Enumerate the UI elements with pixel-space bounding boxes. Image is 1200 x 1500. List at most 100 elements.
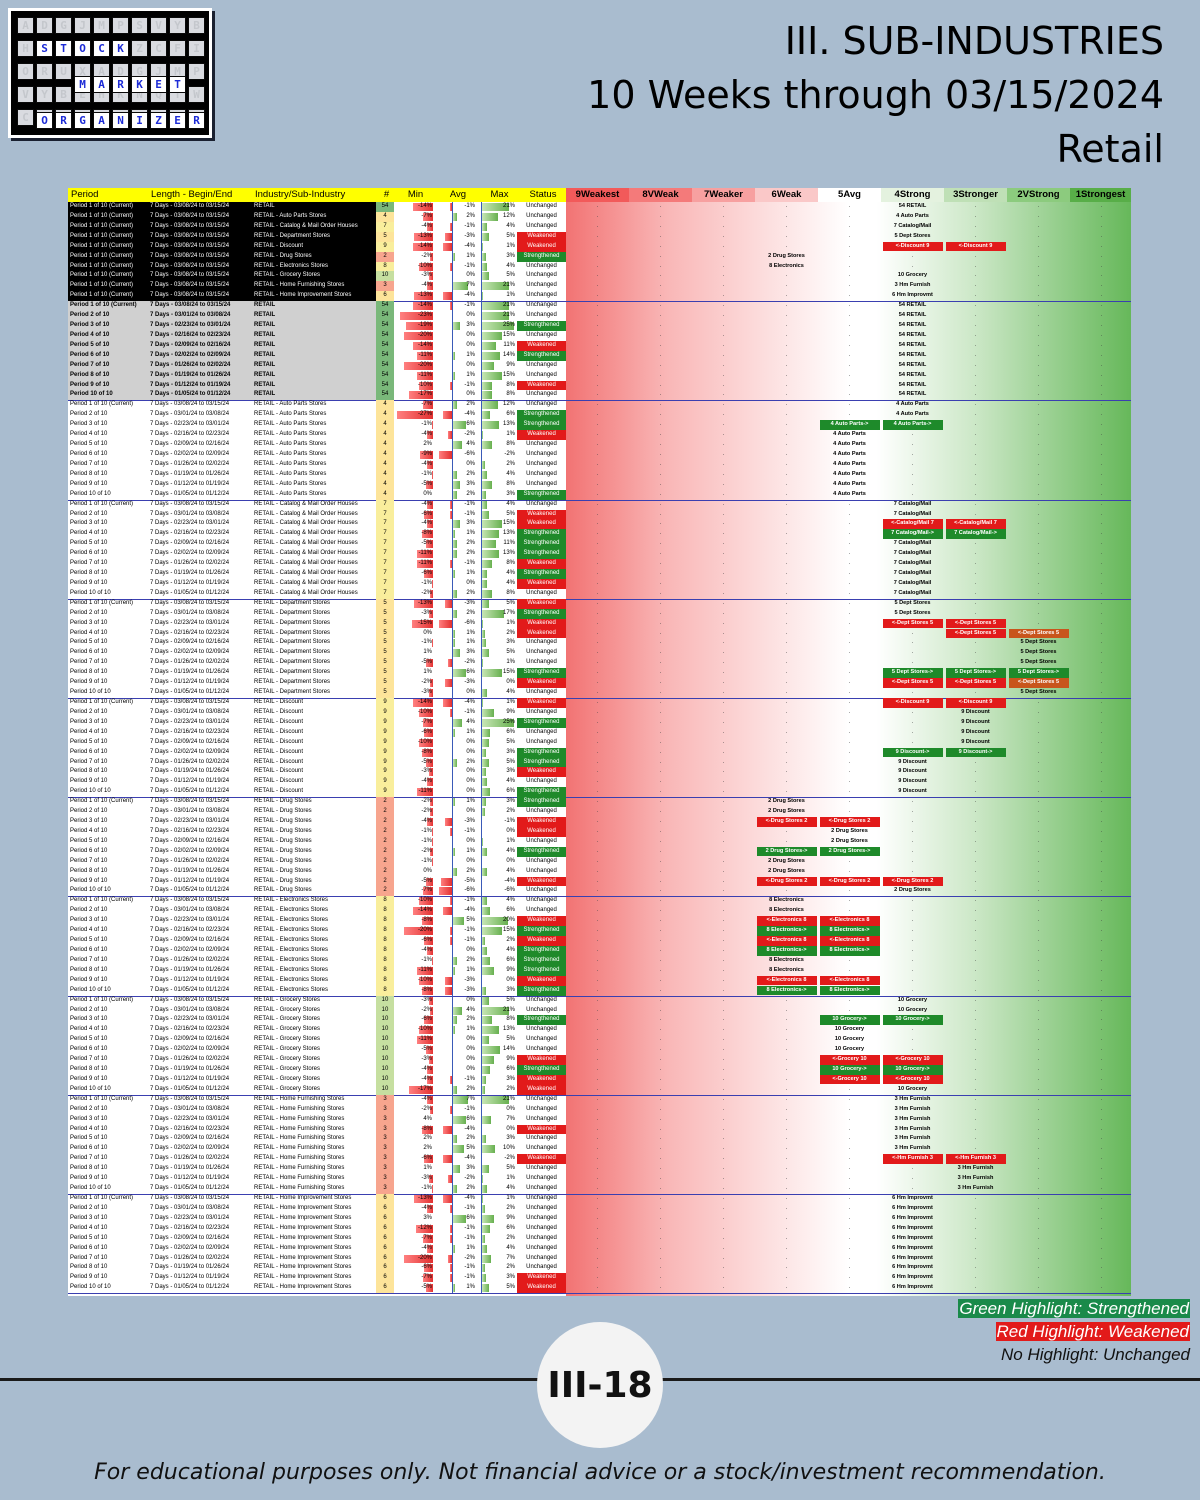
- max-cell: 25%: [479, 717, 517, 728]
- min-cell: -6%: [394, 1015, 434, 1025]
- max-bar: [482, 460, 485, 469]
- bucket-label: 3 Hm Furnish: [894, 1125, 931, 1132]
- bucket-label: 4 Auto Parts: [833, 470, 866, 477]
- table-row: Period 7 of 10 7 Days - 01/26/24 to 02/02…: [68, 459, 1131, 470]
- period-cell: Period 9 of 10: [70, 877, 108, 884]
- count-cell: 4: [376, 211, 394, 222]
- max-cell: 0%: [479, 1124, 517, 1135]
- avg-value: 0%: [466, 1046, 475, 1053]
- bucket-empty-dot: .: [848, 1155, 851, 1162]
- avg-axis: [452, 826, 453, 837]
- avg-cell: -2%: [434, 430, 479, 441]
- bucket-empty-dot: .: [785, 788, 788, 795]
- length-cell: 7 Days - 01/05/24 to 01/12/24: [150, 589, 230, 596]
- bucket-empty-dot: .: [911, 252, 914, 259]
- bucket-empty-dot: .: [596, 421, 599, 428]
- legend-unchanged: No Highlight: Unchanged: [1000, 1345, 1190, 1364]
- bucket-empty-dot: .: [848, 1284, 851, 1291]
- avg-bar: [449, 262, 452, 271]
- avg-value: -1%: [464, 1075, 475, 1082]
- avg-cell: -1%: [434, 1233, 479, 1244]
- length-cell: 7 Days - 03/01/24 to 03/08/24: [150, 907, 230, 914]
- max-cell: 4%: [479, 1243, 517, 1254]
- avg-cell: 6%: [434, 1213, 479, 1224]
- bucket-empty-dot: .: [1100, 619, 1103, 626]
- max-bar: [482, 302, 510, 311]
- avg-cell: 0%: [434, 390, 479, 401]
- bucket-label: 2 Drug Stores: [768, 867, 805, 874]
- length-cell: 7 Days - 02/02/24 to 02/09/24: [150, 1145, 230, 1152]
- max-axis: [481, 360, 482, 371]
- table-row: Period 5 of 10 7 Days - 02/09/24 to 02/16…: [68, 936, 1131, 946]
- max-axis: [481, 420, 482, 431]
- max-axis: [481, 737, 482, 748]
- avg-bar: [443, 411, 452, 420]
- bucket-empty-dot: .: [974, 490, 977, 497]
- avg-cell: -6%: [434, 618, 479, 629]
- status-cell: Unchanged: [526, 897, 557, 904]
- avg-value: 0%: [466, 312, 475, 319]
- bucket-empty-dot: .: [659, 1135, 662, 1142]
- count-cell: 8: [376, 926, 394, 937]
- avg-cell: 2%: [434, 211, 479, 222]
- bucket-empty-dot: .: [974, 937, 977, 944]
- bucket-empty-dot: .: [1037, 976, 1040, 983]
- status-cell: Unchanged: [526, 738, 557, 745]
- bucket-empty-dot: .: [596, 778, 599, 785]
- avg-axis: [452, 946, 453, 956]
- table-row: Period 4 of 10 7 Days - 02/16/24 to 02/23…: [68, 1223, 1131, 1234]
- length-cell: 7 Days - 03/01/24 to 03/08/24: [150, 808, 230, 815]
- avg-value: 2%: [466, 589, 475, 596]
- max-cell: 6%: [479, 787, 517, 798]
- max-value: 13%: [502, 421, 515, 428]
- max-axis: [481, 876, 482, 887]
- max-value: 0%: [506, 976, 515, 983]
- bucket-empty-dot: .: [1037, 619, 1040, 626]
- avg-bar: [449, 1234, 452, 1243]
- table-row: Period 1 of 10 (Current) 7 Days - 03/08/2…: [68, 896, 1131, 907]
- bucket-empty-dot: .: [1037, 808, 1040, 815]
- max-cell: 0%: [479, 826, 517, 837]
- bucket-empty-dot: .: [974, 262, 977, 269]
- bucket-empty-dot: .: [1100, 431, 1103, 438]
- group-separator: [68, 1293, 1131, 1295]
- industry-cell: RETAIL - Home Improvement Stores: [254, 1284, 352, 1291]
- min-bar: [431, 470, 433, 479]
- avg-cell: 1%: [434, 797, 479, 808]
- logo-filler-cell: H: [17, 40, 34, 57]
- bucket-empty-dot: .: [596, 629, 599, 636]
- bucket-empty-dot: .: [1100, 847, 1103, 854]
- bucket-empty-dot: .: [722, 1224, 725, 1231]
- max-axis: [481, 311, 482, 322]
- avg-bar: [453, 1095, 469, 1104]
- avg-axis: [452, 648, 453, 659]
- period-cell: Period 4 of 10: [70, 629, 108, 636]
- avg-value: 1%: [466, 639, 475, 646]
- max-bar: [482, 579, 488, 588]
- length-cell: 7 Days - 01/12/24 to 01/19/24: [150, 579, 230, 586]
- bucket-empty-dot: .: [722, 798, 725, 805]
- bucket-label: 3 Hm Furnish: [894, 1145, 931, 1152]
- avg-value: -4%: [464, 1125, 475, 1132]
- bucket-label: <-Catalog/Mail 7: [882, 519, 943, 529]
- bucket-empty-dot: .: [596, 976, 599, 983]
- min-bar: [423, 718, 433, 727]
- avg-axis: [452, 430, 453, 441]
- avg-cell: -3%: [434, 817, 479, 827]
- avg-cell: 0%: [434, 271, 479, 282]
- bucket-label: 10 Grocery->: [882, 1015, 943, 1025]
- bucket-empty-dot: .: [1100, 907, 1103, 914]
- bucket-empty-dot: .: [785, 351, 788, 358]
- max-axis: [481, 549, 482, 560]
- bucket-empty-dot: .: [974, 431, 977, 438]
- bucket-empty-dot: .: [596, 867, 599, 874]
- avg-value: 2%: [466, 540, 475, 547]
- status-cell: Unchanged: [526, 1214, 557, 1221]
- avg-axis: [452, 737, 453, 748]
- max-cell: 4%: [479, 469, 517, 480]
- avg-axis: [452, 1015, 453, 1026]
- bucket-empty-dot: .: [596, 232, 599, 239]
- max-bar: [482, 897, 488, 906]
- length-cell: 7 Days - 01/19/24 to 01/26/24: [150, 570, 230, 577]
- avg-bar: [449, 1075, 452, 1084]
